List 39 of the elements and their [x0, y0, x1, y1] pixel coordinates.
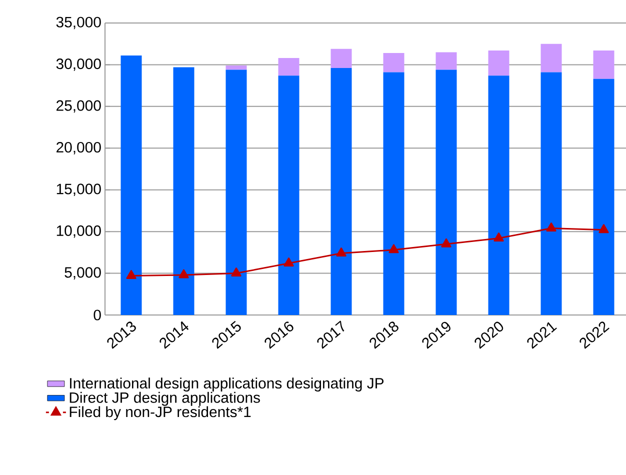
bar — [436, 70, 457, 316]
bar — [330, 68, 352, 316]
y-tick-label: 15,000 — [56, 184, 101, 196]
point — [178, 269, 189, 278]
point — [441, 238, 452, 248]
point — [336, 248, 346, 257]
legend-label: Filed by non-JP residents*1 — [70, 406, 251, 420]
point — [231, 268, 242, 277]
point — [598, 224, 609, 234]
point — [284, 258, 294, 267]
bar — [593, 78, 614, 316]
bar — [173, 67, 194, 316]
bar — [540, 72, 562, 316]
bar — [488, 50, 510, 76]
bar — [278, 76, 300, 316]
bar — [488, 76, 510, 316]
legend-label: Direct JP design applications — [70, 392, 260, 406]
bar — [593, 50, 614, 79]
y-tick-label: 0 — [94, 310, 101, 320]
bar — [540, 44, 562, 72]
y-tick-label: 5,000 — [64, 267, 101, 280]
y-tick-label: 30,000 — [56, 58, 101, 71]
y-tick-label: 25,000 — [56, 100, 101, 113]
point — [126, 270, 136, 280]
bar — [383, 53, 404, 72]
bar — [226, 66, 247, 70]
bar — [436, 52, 457, 70]
point — [546, 222, 556, 232]
point — [388, 244, 399, 254]
bar — [226, 70, 247, 316]
legend-label: International design applications designating JP — [70, 378, 384, 392]
point — [494, 232, 504, 242]
bar — [278, 58, 300, 76]
y-tick-label: 35,000 — [56, 16, 101, 30]
bar — [120, 56, 142, 316]
bar — [330, 48, 352, 68]
bar — [383, 72, 404, 316]
y-tick-label: 10,000 — [56, 225, 101, 238]
y-tick-label: 20,000 — [56, 142, 101, 154]
